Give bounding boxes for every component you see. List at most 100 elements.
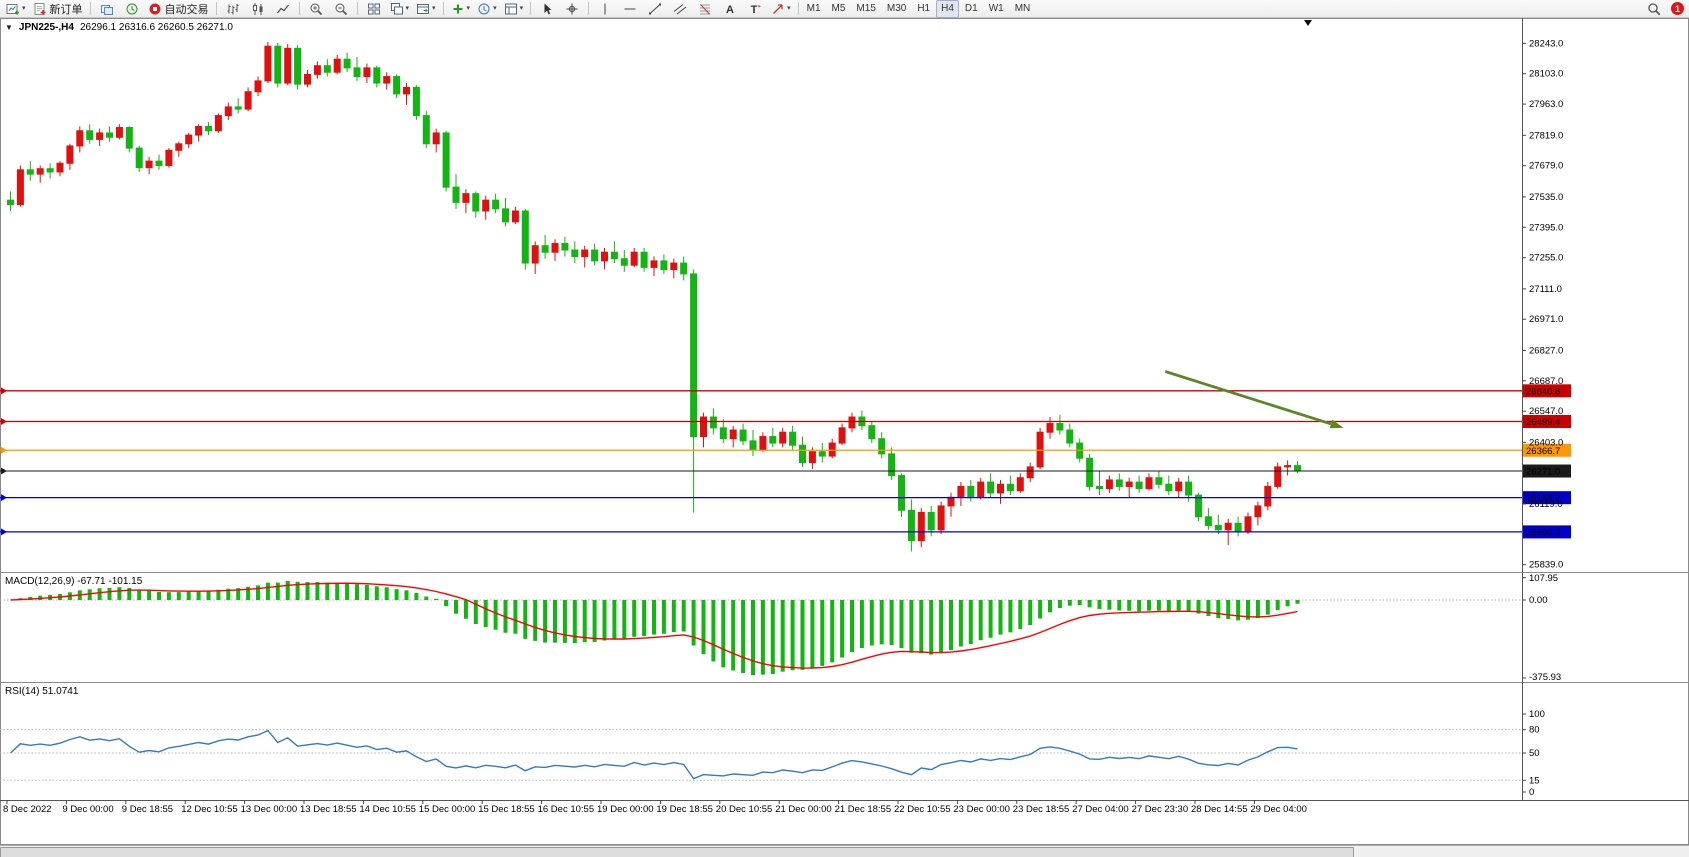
chevron-down-icon: ▾ <box>405 5 410 12</box>
price-tag <box>1523 491 1571 505</box>
timeframe-d1-button[interactable]: D1 <box>964 2 978 14</box>
candle-body <box>700 416 707 438</box>
toolbar-separator <box>215 2 217 15</box>
profiles-button[interactable] <box>95 0 119 18</box>
candle-body <box>888 453 896 477</box>
chevron-down-icon: ▾ <box>22 5 26 12</box>
cascade-windows-button[interactable]: ▾ <box>387 0 413 18</box>
svg-text:A: A <box>726 4 734 16</box>
candle-body <box>997 483 1004 494</box>
chevron-down-icon: ▾ <box>466 5 471 12</box>
candle-body <box>838 427 846 444</box>
auto-trading-button[interactable]: 自动交易 <box>145 0 212 18</box>
text-label-button[interactable]: T <box>743 0 767 18</box>
vertical-line-button[interactable] <box>593 0 617 18</box>
candle-body <box>1185 481 1193 496</box>
candle-body <box>36 168 44 175</box>
timeframe-toolbar: M1 M5 M15 M30 H1 H4 D1 W1 MN <box>802 0 1036 18</box>
candle-body <box>680 262 688 275</box>
add-indicator-button[interactable]: ▾ <box>448 0 474 18</box>
horizontal-scrollbar[interactable] <box>0 845 1689 857</box>
timeframe-h1-button[interactable]: H1 <box>917 2 931 14</box>
history-center-button[interactable]: ▾ <box>474 0 500 18</box>
new-order-button[interactable]: 新订单 <box>30 0 86 18</box>
candle-body <box>690 273 698 438</box>
candle-body <box>1016 477 1024 492</box>
timeframe-m5-button[interactable]: M5 <box>831 2 846 14</box>
candle-body <box>185 134 193 145</box>
rsi-scale-label: 100 <box>1529 709 1545 720</box>
timeframe-w1-button[interactable]: W1 <box>988 2 1004 14</box>
equidistant-channel-button[interactable] <box>668 0 692 18</box>
candle-body <box>640 251 648 268</box>
templates-button[interactable]: ▾ <box>501 0 527 18</box>
candle-body <box>808 451 816 464</box>
time-axis-label: 20 Dec 10:55 <box>716 804 773 815</box>
line-anchor-icon <box>1 528 7 536</box>
price-axis-label: 28103.0 <box>1529 69 1563 80</box>
cursor-button[interactable] <box>535 0 559 18</box>
candle-body <box>7 199 14 206</box>
new-chart-button[interactable]: ▾ <box>3 0 29 18</box>
price-tag <box>1523 414 1571 428</box>
price-tag <box>1523 384 1571 398</box>
candle-body <box>878 438 886 455</box>
candle-body <box>16 169 24 206</box>
timeframe-h4-button[interactable]: H4 <box>936 0 959 18</box>
timeframe-m15-button[interactable]: M15 <box>856 2 876 14</box>
notification-badge[interactable]: 1 <box>1671 2 1684 15</box>
candle-body <box>957 485 965 498</box>
scrollbar-thumb[interactable] <box>0 847 1354 857</box>
line-anchor-icon <box>1 467 7 475</box>
line-anchor-icon <box>1 494 7 502</box>
candle-body <box>670 262 678 271</box>
candlestick-chart-button[interactable] <box>246 0 270 18</box>
candle-body <box>393 76 401 95</box>
arrow-object[interactable] <box>1164 370 1332 426</box>
candle-body <box>1224 522 1232 531</box>
timeframe-mn-button[interactable]: MN <box>1014 2 1031 14</box>
crosshair-button[interactable] <box>560 0 584 18</box>
rsi-scale-label: 0 <box>1529 787 1534 798</box>
macd-signal-line <box>10 582 1298 669</box>
candle-body <box>1115 479 1123 487</box>
candle-body <box>462 193 470 203</box>
zoom-in-button[interactable] <box>304 0 328 18</box>
chart-layout-button[interactable]: ▾ <box>413 0 439 18</box>
search-icon[interactable] <box>1642 0 1666 18</box>
candle-body <box>304 73 311 85</box>
time-axis-label: 27 Dec 04:00 <box>1072 804 1129 815</box>
horizontal-line-button[interactable] <box>618 0 642 18</box>
candle-body <box>373 67 381 84</box>
bar-chart-button[interactable] <box>221 0 245 18</box>
timeframe-m30-button[interactable]: M30 <box>886 2 907 14</box>
candle-body <box>244 91 252 110</box>
candle-body <box>1066 429 1074 444</box>
macd-scale-label: 0.00 <box>1529 595 1548 606</box>
time-axis-label: 19 Dec 00:00 <box>597 804 654 815</box>
candle-body <box>947 496 955 507</box>
candle-body <box>254 80 262 93</box>
market-watch-button[interactable] <box>120 0 144 18</box>
candle-body <box>868 425 876 440</box>
candle-body <box>56 162 64 173</box>
price-tag-label: 26148.2 <box>1526 493 1560 504</box>
trendline-button[interactable] <box>643 0 667 18</box>
candle-body <box>294 47 302 85</box>
rsi-scale-label: 15 <box>1529 775 1540 786</box>
line-chart-button[interactable] <box>271 0 295 18</box>
fibonacci-button[interactable] <box>693 0 717 18</box>
auto-trading-button-label: 自动交易 <box>164 3 209 16</box>
time-axis-label: 21 Dec 00:00 <box>775 804 832 815</box>
zoom-out-button[interactable] <box>329 0 353 18</box>
candle-body <box>917 511 925 542</box>
text-button[interactable]: A <box>718 0 742 18</box>
timeframe-m1-button[interactable]: M1 <box>806 2 821 14</box>
tile-windows-button[interactable] <box>362 0 386 18</box>
candle-body <box>601 251 608 262</box>
candle-body <box>205 125 212 132</box>
candle-body <box>759 436 767 451</box>
arrows-button[interactable]: ▾ <box>768 0 794 18</box>
